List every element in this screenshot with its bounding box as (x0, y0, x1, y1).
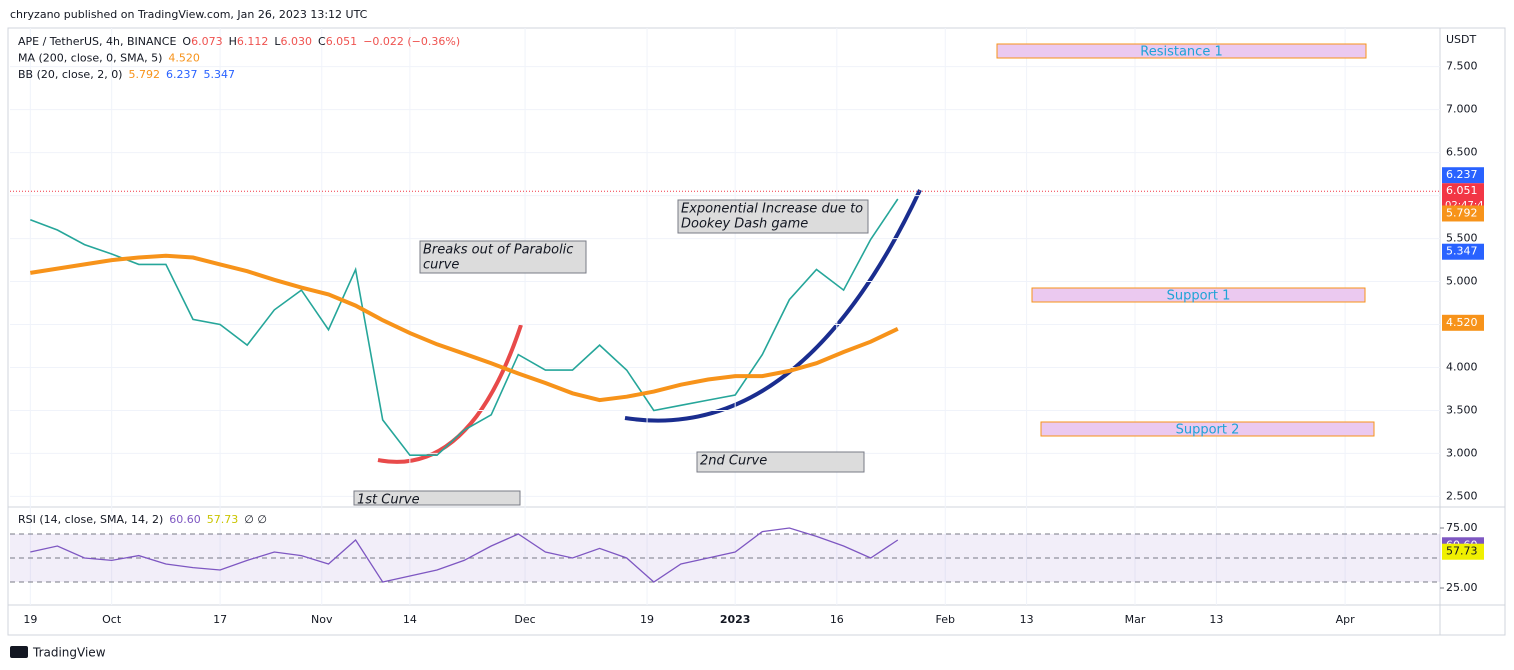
logo: TradingView (10, 646, 106, 660)
zone-box (1040, 421, 1375, 437)
legend-item: L (274, 35, 281, 48)
annotation-text: Exponential Increase due to (681, 202, 863, 217)
legend-item: O (182, 35, 191, 48)
annotation-box (353, 490, 521, 506)
legend-item: 60.60 (169, 513, 201, 526)
x-tick-label: 14 (403, 613, 417, 626)
annotation-text: Breaks out of Parabolic (423, 243, 573, 258)
legend-item: 6.112 (237, 35, 269, 48)
price-tag (1442, 314, 1484, 331)
y-tick-label: 4.000 (1446, 360, 1478, 373)
series-line (30, 198, 899, 456)
y-tick-label: 7.500 (1446, 60, 1478, 73)
legend-item: 6.030 (281, 35, 313, 48)
y-tick-label: 3.000 (1446, 446, 1478, 459)
legend-row: MA (200, close, 0, SMA, 5) 4.520 (18, 52, 200, 65)
rsi-tag (1442, 543, 1484, 560)
price-tag-label: 4.520 (1446, 316, 1478, 329)
legend-item: C (318, 35, 326, 48)
x-tick-label: 19 (23, 613, 37, 626)
rsi-tag-label: 57.73 (1446, 545, 1478, 558)
x-tick-label: Oct (102, 613, 122, 626)
legend-item: 4.520 (168, 52, 200, 65)
y-tick-label: 6.500 (1446, 146, 1478, 159)
annotation-text: 2nd Curve (700, 454, 767, 469)
y-tick-label: 5.500 (1446, 232, 1478, 245)
x-tick-label: 2023 (720, 613, 751, 626)
annotation-box (677, 199, 869, 234)
y-tick-label: 3.500 (1446, 403, 1478, 416)
price-tag (1442, 205, 1484, 222)
legend-item: APE / TetherUS, 4h, BINANCE (18, 35, 176, 48)
legend-item: 57.73 (207, 513, 239, 526)
annotation-text: Dookey Dash game (681, 217, 808, 232)
x-tick-label: Dec (514, 613, 535, 626)
annotation-text: curve (423, 258, 459, 273)
zone-box (996, 43, 1367, 59)
legend-item: 5.792 (128, 68, 160, 81)
x-tick-label: Nov (311, 613, 333, 626)
x-tick-label: 13 (1209, 613, 1223, 626)
y-tick-label: 7.000 (1446, 103, 1478, 116)
annotation-box (696, 451, 865, 473)
legend-row: RSI (14, close, SMA, 14, 2) 60.60 57.73 ∅ ∅ (18, 513, 267, 526)
legend-item: H (229, 35, 237, 48)
legend-row: BB (20, close, 2, 0) 5.792 6.237 5.347 (18, 68, 235, 81)
legend-item: −0.022 (−0.36%) (363, 35, 460, 48)
legend-item: ∅ ∅ (244, 513, 267, 526)
annotation-box (419, 240, 587, 274)
rsi-tick-label: 75.00 (1446, 521, 1478, 534)
byline: chryzano published on TradingView.com, J… (10, 8, 368, 21)
rsi-line (30, 527, 899, 583)
price-tag (1442, 243, 1484, 260)
series-line (29, 253, 899, 403)
zone-box (1031, 287, 1366, 303)
x-tick-label: Feb (936, 613, 955, 626)
x-tick-label: 19 (640, 613, 654, 626)
legend-row: APE / TetherUS, 4h, BINANCE O6.073 H6.112 L… (18, 35, 460, 48)
price-tag-label: 6.051 (1446, 184, 1478, 197)
footer: TradingView (32, 646, 106, 660)
annotation-text: 1st Curve (357, 493, 420, 508)
price-tag (1442, 167, 1484, 184)
legend-item: 5.347 (203, 68, 235, 81)
frame (7, 27, 1506, 636)
zone-label: Support 1 (1167, 289, 1231, 304)
zone-label: Support 2 (1176, 423, 1240, 438)
x-tick-label: Mar (1125, 613, 1146, 626)
x-tick-label: 16 (830, 613, 844, 626)
price-tag-label: 6.237 (1446, 168, 1478, 181)
x-tick-label: Apr (1336, 613, 1356, 626)
x-tick-label: 17 (213, 613, 227, 626)
legend-item: 6.237 (166, 68, 198, 81)
y-tick-label: 2.500 (1446, 489, 1478, 502)
x-tick-label: 13 (1020, 613, 1034, 626)
legend-item: 6.073 (191, 35, 223, 48)
second-curve (624, 189, 922, 423)
zone-label: Resistance 1 (1140, 45, 1222, 60)
rsi-tick-label: 25.00 (1446, 581, 1478, 594)
y-tick-label: 5.000 (1446, 275, 1478, 288)
legend-item: MA (200, close, 0, SMA, 5) (18, 52, 162, 65)
legend-item: 6.051 (326, 35, 358, 48)
price-tag-label: 5.792 (1446, 206, 1478, 219)
legend-item: RSI (14, close, SMA, 14, 2) (18, 513, 163, 526)
legend-item: BB (20, close, 2, 0) (18, 68, 122, 81)
price-tag-label: 5.347 (1446, 245, 1478, 258)
axis-unit: USDT (1446, 33, 1477, 46)
